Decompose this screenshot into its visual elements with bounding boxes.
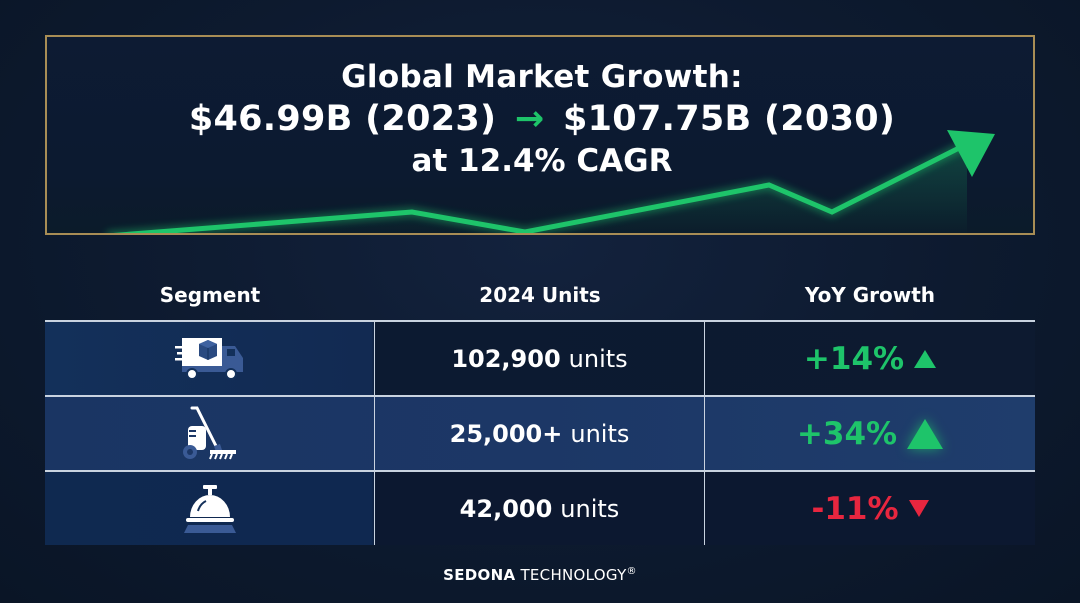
triangle-up-icon <box>907 418 944 449</box>
growth-cell: -11% <box>705 472 1035 545</box>
brand-name-bold: SEDONA <box>443 566 516 584</box>
units-value: 42,000 <box>459 494 553 523</box>
units-value: 25,000+ <box>449 419 563 448</box>
floor-cleaner-icon <box>180 404 240 464</box>
units-cell: 102,900 units <box>375 322 705 395</box>
growth-cell: +34% <box>705 397 1035 470</box>
growth-value: -11% <box>811 490 929 527</box>
service-bell-icon <box>180 483 240 535</box>
segment-cell <box>45 472 375 545</box>
header-segment: Segment <box>159 283 261 307</box>
headline-values: $46.99B (2023) → $107.75B (2030) <box>47 97 1033 141</box>
units-cell: 42,000 units <box>375 472 705 545</box>
header-growth: YoY Growth <box>804 283 936 307</box>
header-units: 2024 Units <box>479 283 601 307</box>
triangle-up-icon <box>914 349 937 368</box>
hero-headline: Global Market Growth: $46.99B (2023) → $… <box>47 57 1033 181</box>
growth-value: +34% <box>796 415 944 452</box>
growth-value: +14% <box>803 340 937 377</box>
growth-percent: +14% <box>803 340 905 377</box>
delivery-truck-icon <box>174 334 245 384</box>
growth-percent: +34% <box>796 415 898 452</box>
segment-table: Segment 2024 Units YoY Growth <box>45 270 1035 545</box>
registered-mark: ® <box>626 566 637 577</box>
start-value: $46.99B (2023) <box>188 99 497 139</box>
trend-up-arrow-icon <box>106 130 995 233</box>
units-label: units <box>560 494 620 523</box>
segment-cell <box>45 397 375 470</box>
units-label: units <box>568 344 628 373</box>
table-row: 42,000 units -11% <box>45 470 1035 545</box>
segment-cell <box>45 322 375 395</box>
headline-cagr: at 12.4% CAGR <box>411 143 673 179</box>
triangle-down-icon <box>908 500 929 517</box>
growth-cell: +14% <box>705 322 1035 395</box>
end-value: $107.75B (2030) <box>562 99 896 139</box>
units-label: units <box>570 419 630 448</box>
brand-name-light: TECHNOLOGY <box>520 566 627 584</box>
headline-title: Global Market Growth: <box>341 59 743 95</box>
arrow-right-icon: → <box>514 99 545 139</box>
brand-footer: SEDONA TECHNOLOGY® <box>0 566 1080 584</box>
growth-percent: -11% <box>811 490 899 527</box>
table-row: 102,900 units +14% <box>45 320 1035 395</box>
units-cell: 25,000+ units <box>375 397 705 470</box>
table-row-highlighted: 25,000+ units +34% <box>45 395 1035 470</box>
table-header: Segment 2024 Units YoY Growth <box>45 270 1035 320</box>
units-value: 102,900 <box>451 344 561 373</box>
market-growth-banner: Global Market Growth: $46.99B (2023) → $… <box>45 35 1035 235</box>
